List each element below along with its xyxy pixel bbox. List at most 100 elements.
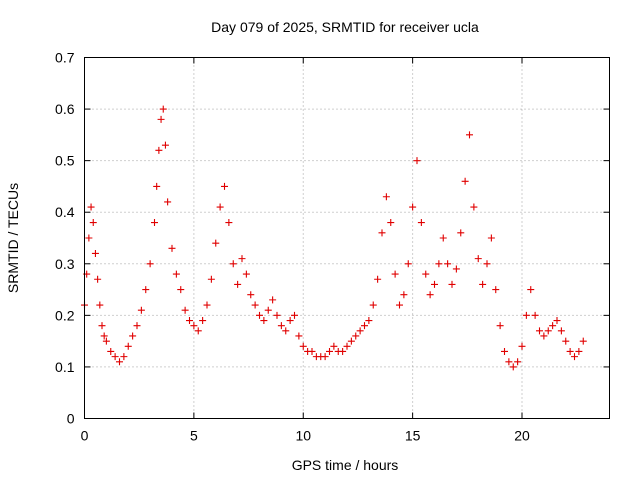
- x-tick-label: 20: [514, 428, 530, 444]
- data-point: [251, 301, 259, 309]
- data-point: [157, 115, 165, 123]
- data-point: [321, 353, 329, 361]
- data-point: [330, 342, 338, 350]
- data-point: [273, 311, 281, 319]
- data-point: [133, 322, 141, 330]
- axis-ticks: 0 5 10 15 20 0 0.1 0.2 0.3 0.4 0.5 0.6 0.7: [55, 50, 610, 444]
- data-point: [111, 353, 119, 361]
- data-point: [269, 296, 277, 304]
- data-point: [242, 270, 250, 278]
- data-point: [216, 203, 224, 211]
- data-point: [518, 342, 526, 350]
- data-point: [575, 347, 583, 355]
- data-point: [501, 347, 508, 355]
- data-point: [479, 280, 487, 288]
- data-point: [151, 219, 158, 227]
- data-point: [496, 322, 504, 330]
- data-point: [369, 301, 377, 309]
- data-point: [553, 317, 561, 325]
- data-point: [509, 363, 517, 371]
- x-tick-label: 10: [295, 428, 311, 444]
- y-axis-label: SRMTID / TECUs: [5, 183, 21, 293]
- data-point: [155, 146, 163, 154]
- data-point: [212, 239, 220, 247]
- x-tick-label: 0: [81, 428, 89, 444]
- data-point: [387, 219, 395, 227]
- y-tick-label: 0.4: [55, 204, 75, 220]
- data-point: [225, 219, 233, 227]
- data-point: [100, 332, 108, 340]
- data-point: [85, 234, 93, 242]
- grid-lines: [84, 57, 610, 419]
- data-point: [457, 229, 465, 237]
- data-point: [199, 317, 207, 325]
- y-tick-label: 0.3: [55, 256, 75, 272]
- data-point: [448, 280, 456, 288]
- data-point: [146, 260, 154, 268]
- data-point: [194, 327, 202, 335]
- data-point: [378, 229, 386, 237]
- data-point: [137, 306, 145, 314]
- data-point: [536, 327, 543, 335]
- data-point: [177, 286, 185, 294]
- data-point: [124, 342, 132, 350]
- data-point: [522, 311, 530, 319]
- y-tick-label: 0.5: [55, 153, 75, 169]
- data-point: [291, 311, 298, 319]
- data-point: [505, 358, 513, 366]
- data-point: [422, 270, 430, 278]
- data-point: [356, 327, 364, 335]
- y-tick-label: 0.7: [55, 50, 75, 66]
- data-point: [238, 255, 246, 263]
- data-point: [531, 311, 539, 319]
- data-point: [409, 203, 417, 211]
- data-point: [347, 337, 355, 345]
- data-point: [91, 249, 99, 257]
- data-point: [229, 260, 237, 268]
- data-point: [247, 291, 255, 299]
- data-point: [221, 182, 228, 190]
- data-point: [404, 260, 412, 268]
- data-points: [81, 105, 587, 371]
- data-point: [426, 291, 434, 299]
- data-point: [417, 219, 425, 227]
- data-point: [186, 317, 193, 325]
- data-point: [277, 322, 285, 330]
- data-point: [492, 286, 500, 294]
- data-point: [470, 203, 478, 211]
- data-point: [439, 234, 447, 242]
- data-point: [562, 337, 570, 345]
- data-point: [527, 286, 535, 294]
- data-point: [361, 322, 368, 330]
- data-point: [129, 332, 137, 340]
- data-point: [308, 347, 316, 355]
- data-point: [164, 198, 172, 206]
- data-point: [487, 234, 495, 242]
- data-point: [116, 358, 123, 366]
- data-point: [413, 157, 421, 165]
- data-point: [461, 177, 469, 185]
- data-point: [286, 317, 294, 325]
- data-point: [295, 332, 303, 340]
- data-point: [207, 275, 215, 283]
- data-point: [483, 260, 491, 268]
- data-point: [120, 353, 128, 361]
- data-point: [339, 347, 347, 355]
- y-tick-label: 0.6: [55, 101, 75, 117]
- data-point: [544, 327, 552, 335]
- x-tick-label: 15: [405, 428, 421, 444]
- data-point: [168, 244, 176, 252]
- data-point: [557, 327, 565, 335]
- x-axis-label: GPS time / hours: [292, 457, 399, 473]
- data-point: [264, 306, 272, 314]
- data-point: [299, 342, 307, 350]
- data-point: [444, 260, 452, 268]
- data-point: [540, 332, 548, 340]
- data-point: [391, 270, 399, 278]
- data-point: [159, 105, 167, 113]
- data-point: [142, 286, 150, 294]
- data-point: [382, 193, 390, 201]
- data-point: [96, 301, 104, 309]
- data-point: [161, 141, 169, 149]
